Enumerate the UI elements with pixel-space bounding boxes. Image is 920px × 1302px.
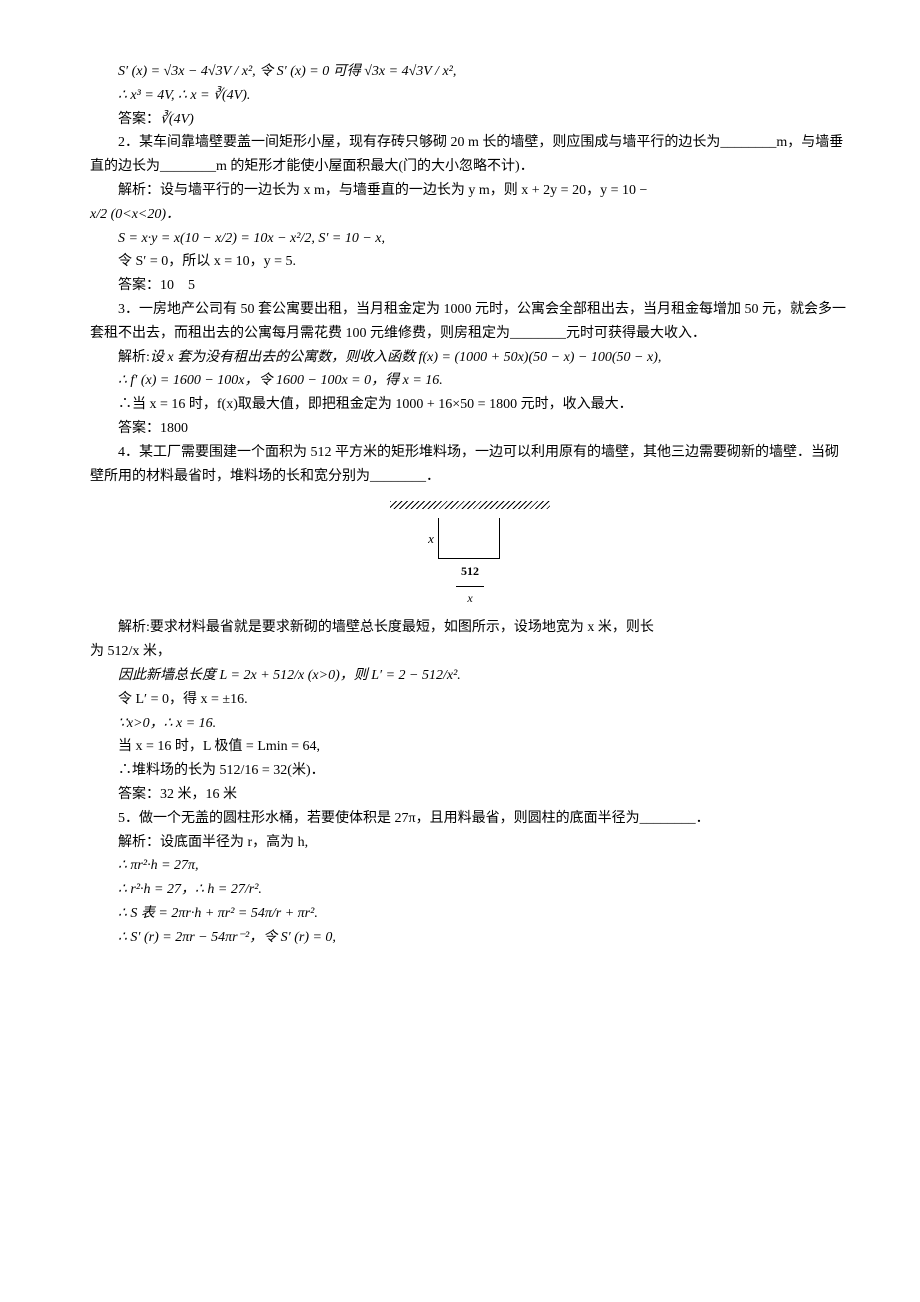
q2-answer-value: 10 5 xyxy=(160,278,195,293)
q4-number: 4． xyxy=(118,445,139,460)
q4-solution-line1: 解析:要求材料最省就是要求新砌的墙壁总长度最短，如图所示，设场地宽为 x 米，则… xyxy=(90,616,850,640)
q2-solution-line2: x/2 (0<x<20)． xyxy=(90,203,850,227)
q5-solution-prefix: 解析： xyxy=(118,835,160,850)
q4-diagram-fraction: 512 x xyxy=(90,561,850,610)
q1-derivative: S′ (x) = √3x − 4√3V / x², 令 S′ (x) = 0 可… xyxy=(90,60,850,84)
q4-calc5: ∴堆料场的长为 512/16 = 32(米)． xyxy=(90,759,850,783)
q4-diagram-rect xyxy=(438,518,500,559)
q3-solution-text1: 设 x 套为没有租出去的公寓数，则收入函数 f(x) = (1000 + 50x… xyxy=(150,350,662,365)
q4-diagram: x 512 x xyxy=(90,494,850,610)
hatching-icon xyxy=(390,501,550,509)
q4-solution-prefix: 解析: xyxy=(118,620,150,635)
q3-calc1: ∴ f′ (x) = 1600 − 100x，令 1600 − 100x = 0… xyxy=(90,369,850,393)
q3-answer-label: 答案： xyxy=(118,421,160,436)
q4-answer-label: 答案： xyxy=(118,787,160,802)
q5-calc2: ∴ r²·h = 27，∴ h = 27/r². xyxy=(90,878,850,902)
q4-body: 某工厂需要围建一个面积为 512 平方米的矩形堆料场，一边可以利用原有的墙壁，其… xyxy=(90,445,839,484)
q5-calc3: ∴ S 表 = 2πr·h + πr² = 54π/r + πr². xyxy=(90,902,850,926)
q2-answer-label: 答案： xyxy=(118,278,160,293)
q2-solution-text1: 设与墙平行的一边长为 x m，与墙垂直的一边长为 y m，则 x + 2y = … xyxy=(160,183,647,198)
q3-solution-line1: 解析:设 x 套为没有租出去的公寓数，则收入函数 f(x) = (1000 + … xyxy=(90,346,850,370)
q5-solution-line1: 解析：设底面半径为 r，高为 h, xyxy=(90,831,850,855)
q4-frac-top: 512 xyxy=(90,561,850,581)
q2-solution-prefix: 解析： xyxy=(118,183,160,198)
q1-answer-value: ∛(4V) xyxy=(160,112,194,127)
q3-body: 一房地产公司有 50 套公寓要出租，当月租金定为 1000 元时，公寓会全部租出… xyxy=(90,302,846,341)
q1-answer-label: 答案： xyxy=(118,112,160,127)
q2-calc1: S = x·y = x(10 − x/2) = 10x − x²/2, S′ =… xyxy=(90,227,850,251)
q4-solution-text1: 要求材料最省就是要求新砌的墙壁总长度最短，如图所示，设场地宽为 x 米，则长 xyxy=(150,620,654,635)
q4-calc4: 当 x = 16 时，L 极值 = Lmin = 64, xyxy=(90,735,850,759)
q3-answer-value: 1800 xyxy=(160,421,188,436)
q4-frac-bot: x xyxy=(456,586,484,608)
q2-body: 某车间靠墙壁要盖一间矩形小屋，现有存砖只够砌 20 m 长的墙壁，则应围成与墙平… xyxy=(90,135,843,174)
q2-calc2: 令 S′ = 0，所以 x = 10，y = 5. xyxy=(90,250,850,274)
q3-calc2: ∴当 x = 16 时，f(x)取最大值，即把租金定为 1000 + 16×50… xyxy=(90,393,850,417)
q5-text: 5．做一个无盖的圆柱形水桶，若要使体积是 27π，且用料最省，则圆柱的底面半径为… xyxy=(90,807,850,831)
q5-number: 5． xyxy=(118,811,139,826)
q4-calc2: 令 L′ = 0，得 x = ±16. xyxy=(90,688,850,712)
q3-answer: 答案：1800 xyxy=(90,417,850,441)
q4-text: 4．某工厂需要围建一个面积为 512 平方米的矩形堆料场，一边可以利用原有的墙壁… xyxy=(90,441,850,489)
q4-answer-value: 32 米，16 米 xyxy=(160,787,237,802)
q3-solution-prefix: 解析: xyxy=(118,350,150,365)
q2-solution-line1: 解析：设与墙平行的一边长为 x m，与墙垂直的一边长为 y m，则 x + 2y… xyxy=(90,179,850,203)
q3-text: 3．一房地产公司有 50 套公寓要出租，当月租金定为 1000 元时，公寓会全部… xyxy=(90,298,850,346)
q5-calc4: ∴ S′ (r) = 2πr − 54πr⁻²，令 S′ (r) = 0, xyxy=(90,926,850,950)
q4-solution-line2: 为 512/x 米， xyxy=(90,640,850,664)
q5-body: 做一个无盖的圆柱形水桶，若要使体积是 27π，且用料最省，则圆柱的底面半径为__… xyxy=(139,811,710,826)
q5-solution-text1: 设底面半径为 r，高为 h, xyxy=(160,835,308,850)
q4-answer: 答案：32 米，16 米 xyxy=(90,783,850,807)
q2-answer: 答案：10 5 xyxy=(90,274,850,298)
q4-diagram-x: x xyxy=(428,528,434,550)
q1-solve: ∴ x³ = 4V, ∴ x = ∛(4V). xyxy=(90,84,850,108)
q4-calc1: 因此新墙总长度 L = 2x + 512/x (x>0)，则 L′ = 2 − … xyxy=(90,664,850,688)
q5-calc1: ∴ πr²·h = 27π, xyxy=(90,854,850,878)
q4-calc3: ∵x>0，∴ x = 16. xyxy=(90,712,850,736)
q3-number: 3． xyxy=(118,302,139,317)
q1-answer: 答案：∛(4V) xyxy=(90,108,850,132)
q2-number: 2． xyxy=(118,135,139,150)
q2-text: 2．某车间靠墙壁要盖一间矩形小屋，现有存砖只够砌 20 m 长的墙壁，则应围成与… xyxy=(90,131,850,179)
